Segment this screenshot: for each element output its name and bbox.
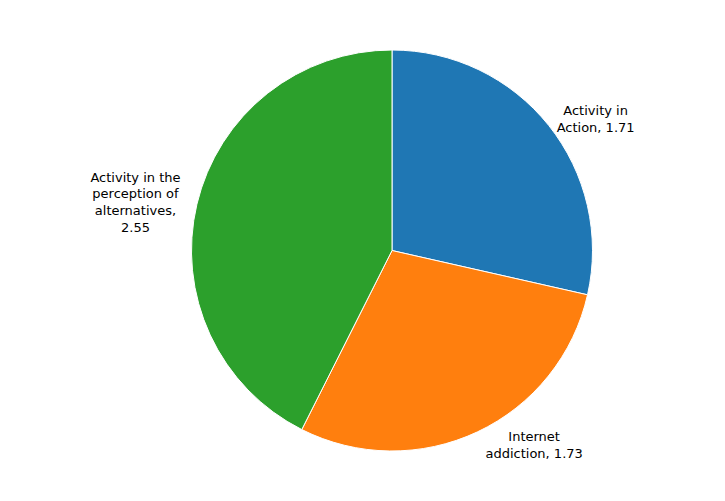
svg-text:Activity in theperception ofal: Activity in theperception ofalternatives…: [90, 170, 180, 236]
svg-text:Activity inAction, 1.71: Activity inAction, 1.71: [557, 103, 635, 135]
svg-text:Internetaddiction, 1.73: Internetaddiction, 1.73: [485, 429, 582, 461]
